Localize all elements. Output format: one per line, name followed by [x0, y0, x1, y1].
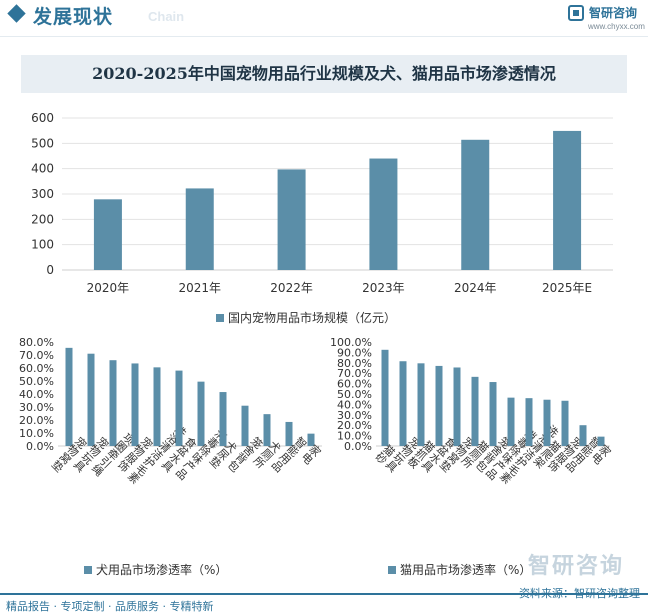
bar	[525, 398, 533, 446]
y-tick-label: 50.0%	[19, 375, 54, 388]
legend-swatch	[84, 566, 92, 574]
bar	[597, 436, 605, 446]
category-label: 2020年	[87, 281, 130, 295]
chart-title-box: 2020-2025年中国宠物用品行业规模及犬、猫用品市场渗透情况	[21, 55, 627, 93]
legend-label: 国内宠物用品市场规模（亿元）	[228, 310, 396, 325]
y-tick-label: 600	[31, 111, 54, 125]
y-tick-label: 300	[31, 187, 54, 201]
category-label: 2021年	[178, 281, 221, 295]
source-note: 资料来源：智研咨询整理	[519, 587, 640, 600]
bar	[241, 405, 249, 446]
category-label: 2025年E	[542, 281, 592, 295]
y-tick-label: 30.0%	[337, 409, 372, 422]
bar	[489, 382, 497, 446]
bar	[197, 381, 205, 446]
y-tick-label: 0.0%	[26, 440, 54, 453]
bar	[543, 399, 551, 446]
section-subtitle: Chain	[148, 9, 185, 24]
bar	[399, 361, 407, 446]
bar	[553, 130, 582, 270]
bar	[435, 365, 443, 446]
bar	[561, 400, 569, 446]
bar	[87, 353, 95, 446]
header-divider	[0, 36, 648, 37]
bar	[381, 349, 389, 446]
y-tick-label: 60.0%	[19, 362, 54, 375]
bar	[153, 367, 161, 446]
footer-divider	[0, 593, 648, 595]
bar	[307, 433, 315, 446]
bar	[507, 397, 515, 446]
y-tick-label: 20.0%	[337, 419, 372, 432]
brand-name: 智研咨询	[589, 6, 638, 20]
watermark-text: 智研咨询	[528, 554, 625, 579]
y-tick-label: 30.0%	[19, 401, 54, 414]
y-tick-label: 200	[31, 212, 54, 226]
legend-swatch	[388, 566, 396, 574]
y-tick-label: 100.0%	[330, 336, 372, 349]
y-tick-label: 100	[31, 238, 54, 252]
bar	[461, 139, 490, 270]
y-tick-label: 500	[31, 136, 54, 150]
bar	[93, 199, 122, 270]
bar	[285, 421, 293, 446]
y-tick-label: 80.0%	[19, 336, 54, 349]
chart-title: 2020-2025年中国宠物用品行业规模及犬、猫用品市场渗透情况	[92, 64, 556, 83]
y-tick-label: 0	[46, 263, 54, 277]
y-tick-label: 60.0%	[337, 378, 372, 391]
bar	[175, 370, 183, 446]
y-tick-label: 40.0%	[19, 388, 54, 401]
y-tick-label: 0.0%	[344, 440, 372, 453]
category-label: 2022年	[270, 281, 313, 295]
legend-label: 猫用品市场渗透率（%）	[400, 562, 531, 577]
y-tick-label: 70.0%	[337, 367, 372, 380]
y-tick-label: 80.0%	[337, 357, 372, 370]
bar	[131, 363, 139, 446]
brand-url: www.chyxx.com	[588, 22, 645, 31]
y-tick-label: 10.0%	[19, 427, 54, 440]
y-tick-label: 50.0%	[337, 388, 372, 401]
category-label: 2024年	[454, 281, 497, 295]
y-tick-label: 40.0%	[337, 398, 372, 411]
bar	[453, 367, 461, 446]
bar	[65, 347, 73, 446]
legend-swatch	[216, 314, 224, 322]
bar	[219, 392, 227, 446]
legend-label: 犬用品市场渗透率（%）	[96, 562, 227, 577]
bar	[277, 169, 306, 270]
footer: 精品报告 · 专项定制 · 品质服务 · 专精特新 资料来源：智研咨询整理	[0, 587, 648, 615]
header: 发展现状 Chain 智研咨询 www.chyxx.com	[0, 0, 648, 31]
brand-logo-icon	[568, 5, 584, 21]
bar	[471, 376, 479, 446]
y-tick-label: 10.0%	[337, 430, 372, 443]
section-title: 发展现状	[33, 6, 114, 28]
footer-slogan: 精品报告 · 专项定制 · 品质服务 · 专精特新	[6, 600, 214, 613]
y-tick-label: 90.0%	[337, 346, 372, 359]
bar	[579, 425, 587, 446]
bar	[369, 158, 398, 270]
y-tick-label: 20.0%	[19, 414, 54, 427]
category-label: 2023年	[362, 281, 405, 295]
y-tick-label: 400	[31, 162, 54, 176]
bar	[185, 188, 214, 270]
bar	[263, 414, 271, 446]
y-tick-label: 70.0%	[19, 349, 54, 362]
bar	[109, 360, 117, 446]
bar	[417, 363, 425, 446]
